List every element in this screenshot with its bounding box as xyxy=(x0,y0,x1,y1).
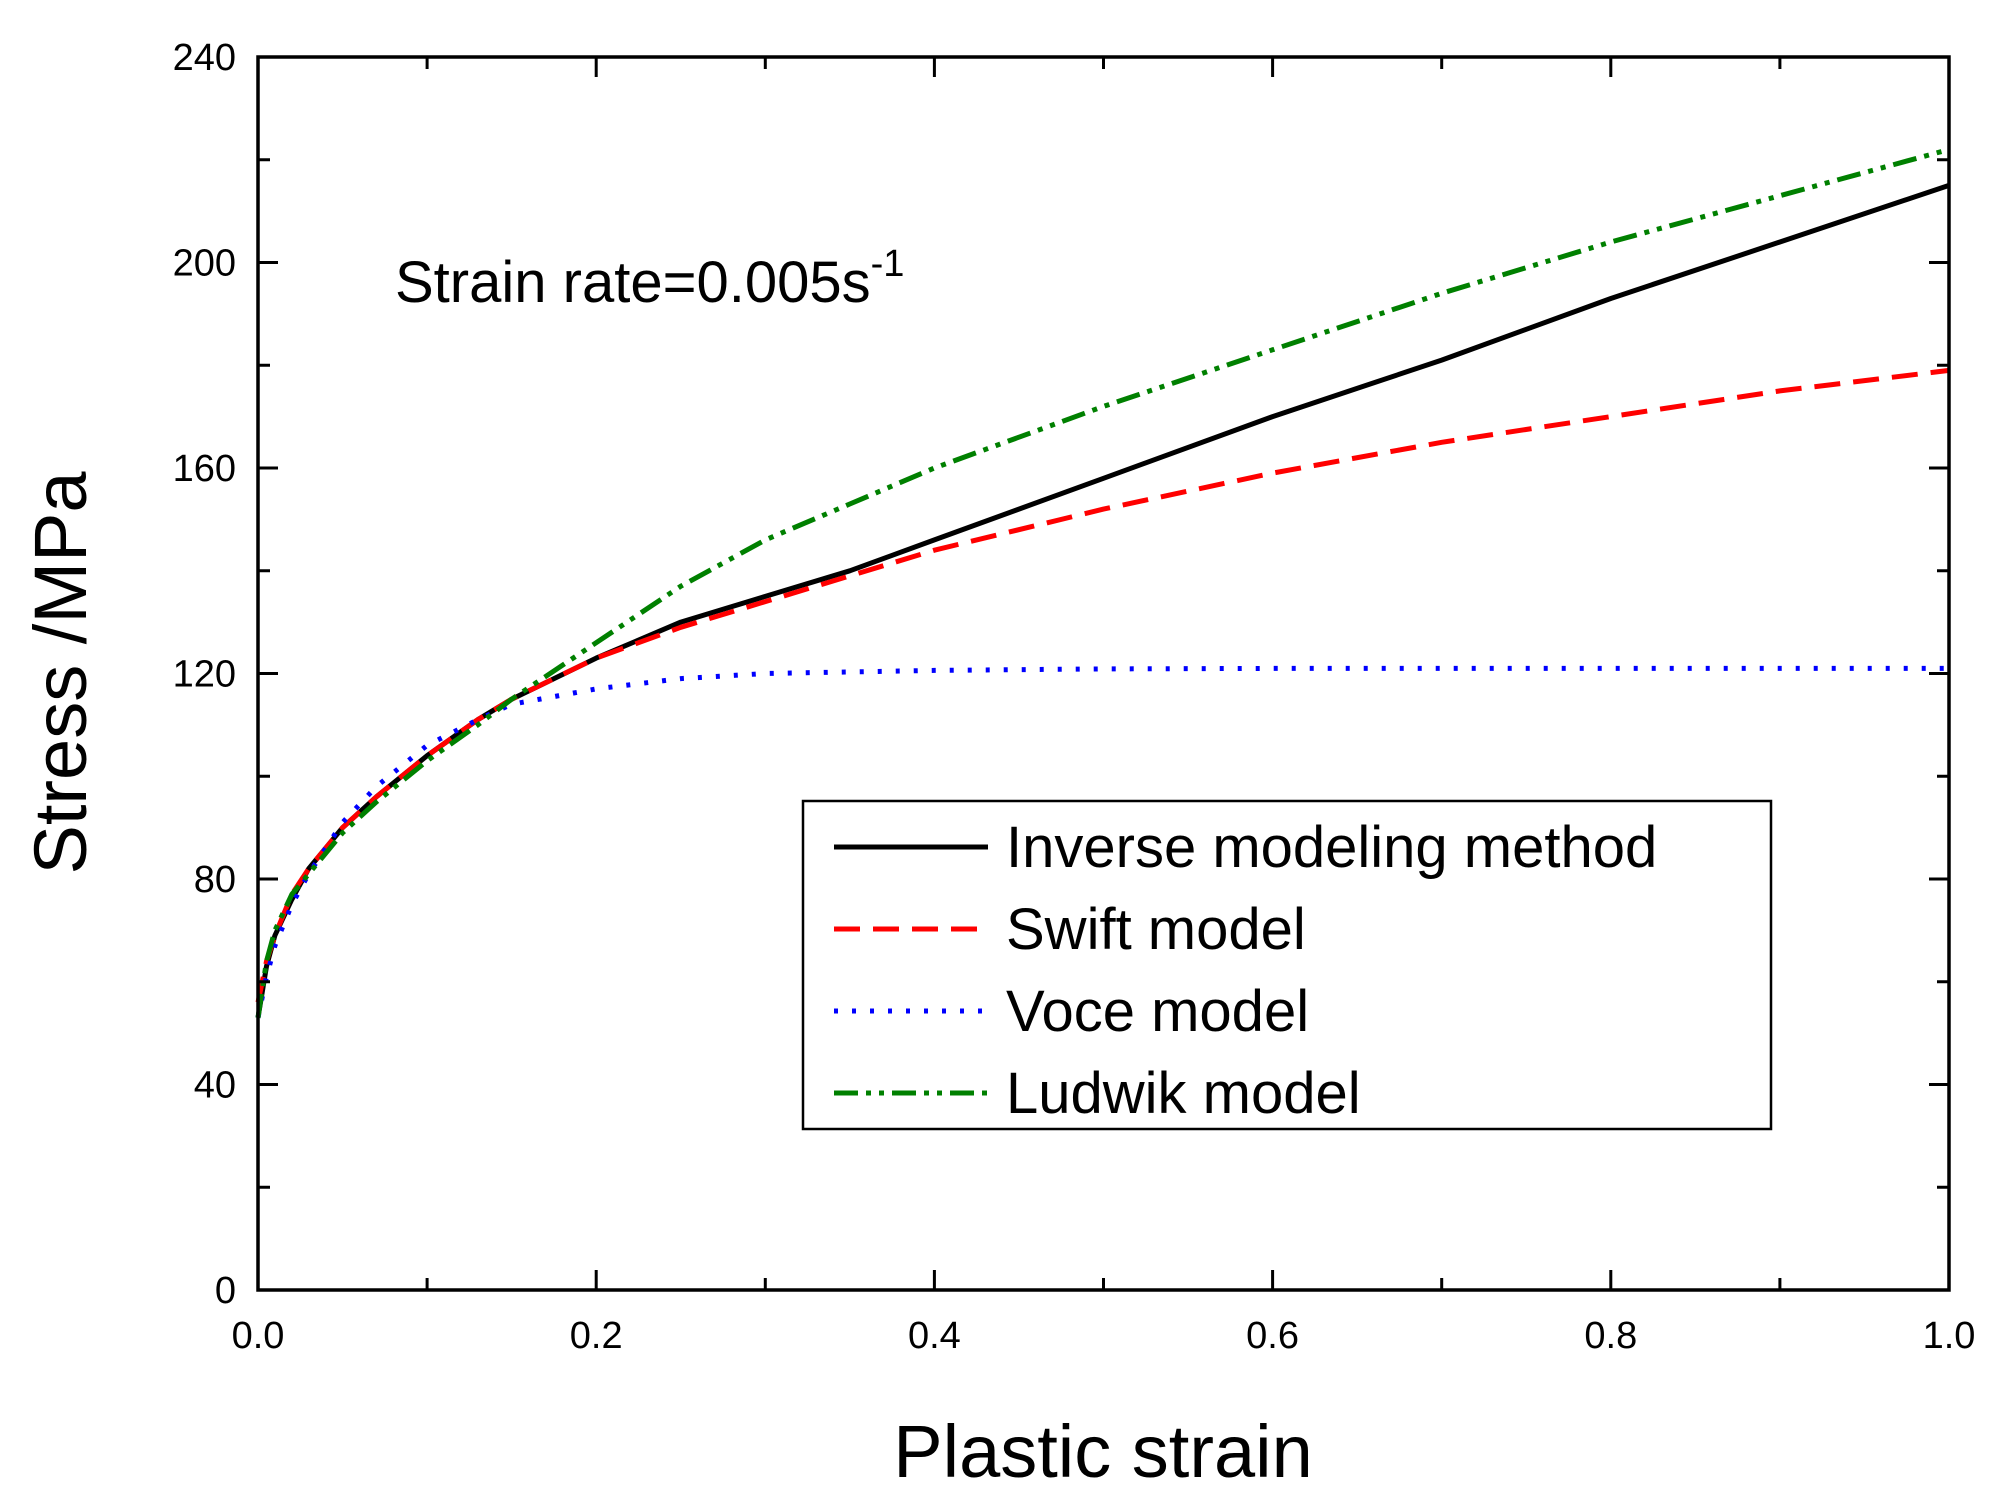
legend-label-voce: Voce model xyxy=(1006,979,1309,1044)
legend: Inverse modeling method Swift model Voce… xyxy=(801,799,1773,1131)
annotation-superscript: -1 xyxy=(871,243,905,285)
x-tick-label: 0.0 xyxy=(232,1315,285,1357)
y-axis-title: Stress /MPa xyxy=(19,471,102,875)
legend-box xyxy=(801,799,1773,1131)
y-tick-label: 40 xyxy=(194,1065,236,1107)
axis-ticks xyxy=(256,55,1951,1292)
y-tick-label: 160 xyxy=(173,448,236,490)
x-tick-label: 0.4 xyxy=(908,1315,961,1357)
x-tick-label: 1.0 xyxy=(1923,1315,1976,1357)
x-axis-title: Plastic strain xyxy=(893,1410,1312,1493)
annotation-base: Strain rate=0.005s xyxy=(395,250,871,315)
strain-rate-annotation: Strain rate=0.005s-1 xyxy=(395,243,904,315)
x-tick-label: 0.8 xyxy=(1584,1315,1637,1357)
y-tick-label: 0 xyxy=(215,1270,236,1312)
legend-label-inverse: Inverse modeling method xyxy=(1006,815,1657,880)
plot-series xyxy=(255,147,1950,1019)
legend-label-swift: Swift model xyxy=(1006,897,1306,962)
legend-label-ludwik: Ludwik model xyxy=(1006,1061,1361,1126)
series-line-ludwik-model xyxy=(255,147,1950,1019)
y-tick-label: 120 xyxy=(173,654,236,696)
x-tick-label: 0.2 xyxy=(570,1315,623,1357)
y-tick-label: 80 xyxy=(194,859,236,901)
y-tick-label: 200 xyxy=(173,243,236,285)
y-tick-label: 240 xyxy=(173,37,236,79)
x-tick-label: 0.6 xyxy=(1246,1315,1299,1357)
axis-tick-labels: 0.0 0.2 0.4 0.6 0.8 1.0 0 40 80 120 160 200 240 xyxy=(173,37,1976,1357)
